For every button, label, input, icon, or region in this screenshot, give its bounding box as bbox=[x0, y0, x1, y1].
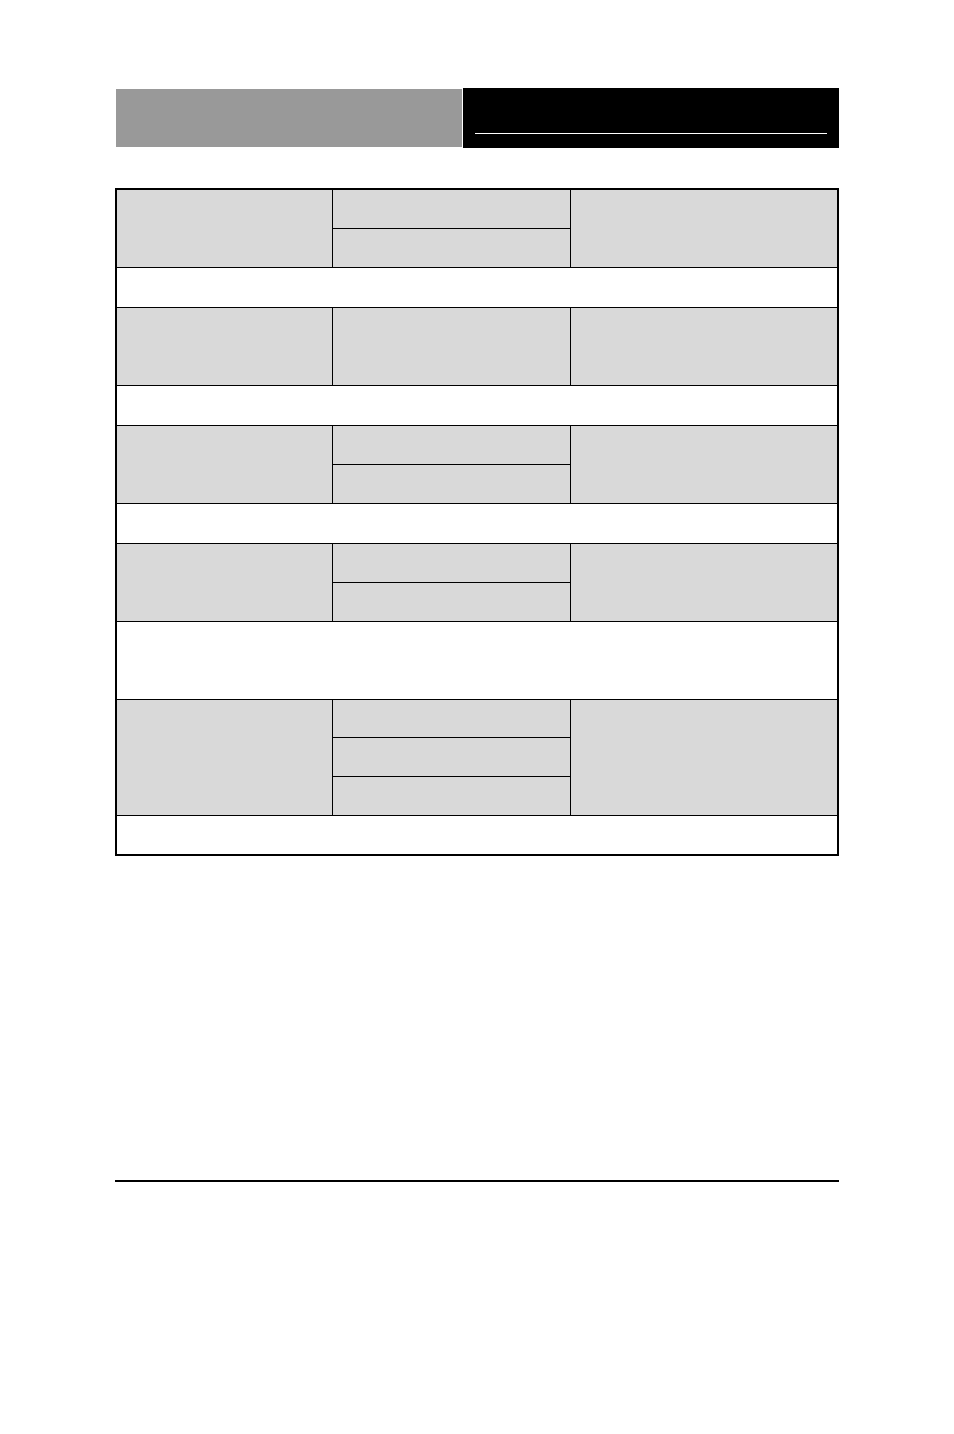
cell-left bbox=[116, 425, 333, 503]
table-row bbox=[116, 189, 838, 228]
cell-full bbox=[116, 815, 838, 855]
cell-mid bbox=[333, 699, 571, 738]
cell-right bbox=[571, 699, 838, 815]
cell-mid bbox=[333, 543, 571, 582]
table-row bbox=[116, 385, 838, 425]
cell-mid bbox=[333, 464, 571, 503]
table-row bbox=[116, 503, 838, 543]
cell-full bbox=[116, 385, 838, 425]
cell-right bbox=[571, 543, 838, 621]
cell-left bbox=[116, 189, 333, 267]
table-row bbox=[116, 543, 838, 582]
header-left-block bbox=[115, 88, 463, 148]
cell-left bbox=[116, 543, 333, 621]
table-row bbox=[116, 699, 838, 738]
table-row bbox=[116, 815, 838, 855]
table-row bbox=[116, 621, 838, 699]
cell-left bbox=[116, 699, 333, 815]
footer-rule bbox=[115, 1180, 839, 1182]
cell-full bbox=[116, 503, 838, 543]
cell-left bbox=[116, 307, 333, 385]
table-row bbox=[116, 425, 838, 464]
header-bar bbox=[115, 88, 839, 148]
main-table bbox=[115, 188, 839, 856]
cell-mid bbox=[333, 582, 571, 621]
cell-right bbox=[571, 425, 838, 503]
cell-mid bbox=[333, 738, 571, 777]
cell-right bbox=[571, 307, 838, 385]
cell-right bbox=[571, 189, 838, 267]
cell-mid bbox=[333, 776, 571, 815]
cell-mid bbox=[333, 189, 571, 228]
cell-mid bbox=[333, 307, 571, 385]
cell-full bbox=[116, 267, 838, 307]
table-row bbox=[116, 307, 838, 385]
table-row bbox=[116, 267, 838, 307]
page-content bbox=[115, 88, 839, 856]
cell-full bbox=[116, 621, 838, 699]
header-right-block bbox=[463, 88, 839, 148]
cell-mid bbox=[333, 228, 571, 267]
cell-mid bbox=[333, 425, 571, 464]
